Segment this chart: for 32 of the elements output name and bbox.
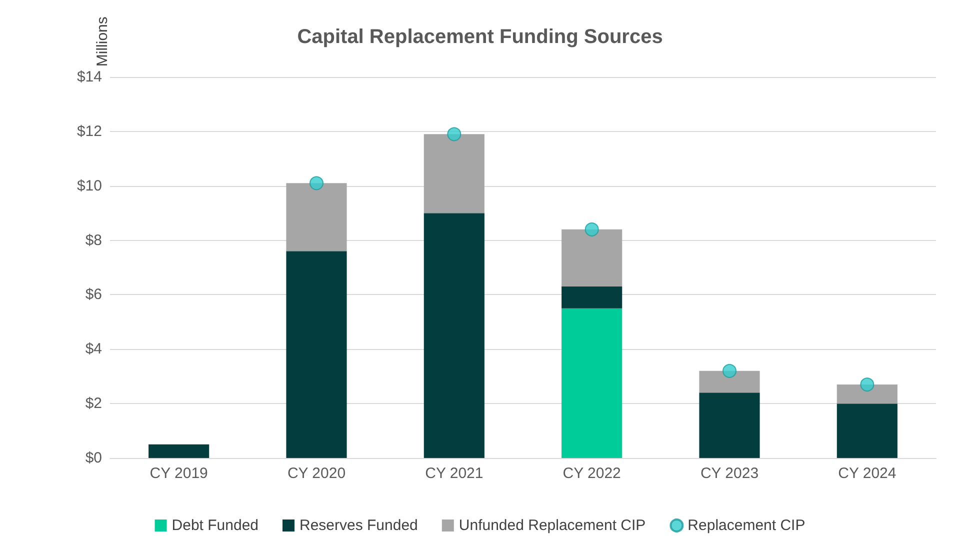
x-tick-label: CY 2021 <box>425 465 484 482</box>
y-tick-label: $6 <box>85 286 102 304</box>
bar <box>286 183 347 252</box>
x-tick-label: CY 2024 <box>838 465 896 482</box>
bar <box>836 404 898 458</box>
bar <box>836 384 898 404</box>
x-tick-label: CY 2020 <box>287 465 346 482</box>
bar <box>424 213 484 458</box>
legend-label: Reserves Funded <box>300 517 418 534</box>
y-tick-label: $8 <box>85 232 102 249</box>
y-tick-label: $0 <box>85 450 102 466</box>
y-tick-label: $2 <box>85 395 102 412</box>
y-tick-label: $12 <box>76 122 102 140</box>
legend-label: Debt Funded <box>172 517 259 534</box>
bar <box>286 251 347 458</box>
bar <box>148 444 210 458</box>
y-axis-title: Millions <box>94 16 111 67</box>
x-tick-label: CY 2019 <box>150 465 208 482</box>
x-tick-label: CY 2022 <box>562 465 621 482</box>
y-tick-label: $10 <box>76 177 102 194</box>
y-tick-label: $14 <box>76 68 102 86</box>
bar <box>424 134 484 214</box>
x-tick-label: CY 2023 <box>700 465 759 482</box>
chart-title: Capital Replacement Funding Sources <box>297 26 663 48</box>
legend-label: Replacement CIP <box>688 517 806 534</box>
y-tick-label: $4 <box>85 340 102 358</box>
bar <box>562 308 622 458</box>
legend-label: Unfunded Replacement CIP <box>458 517 646 534</box>
bar <box>699 392 760 458</box>
bar <box>562 229 622 287</box>
bar <box>699 370 760 393</box>
bar <box>562 286 622 308</box>
